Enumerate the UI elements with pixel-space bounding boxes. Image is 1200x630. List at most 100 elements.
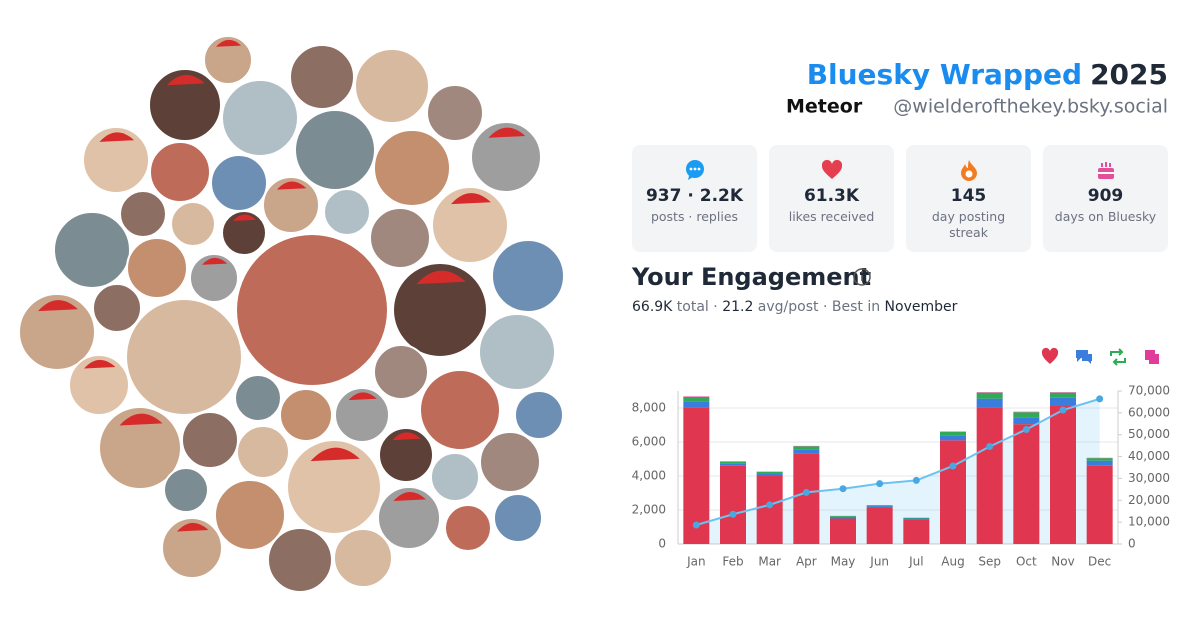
avatar[interactable] [68, 354, 130, 416]
y2-tick-label: 50,000 [1128, 427, 1170, 441]
bar-segment [940, 440, 966, 544]
avatar[interactable] [92, 283, 142, 333]
y2-tick-label: 40,000 [1128, 449, 1170, 463]
avatar[interactable] [478, 313, 556, 391]
avatar[interactable] [373, 129, 451, 207]
legend-icon[interactable] [1041, 347, 1059, 364]
line-point [1096, 395, 1104, 403]
line-point [986, 443, 994, 451]
bar-segment [940, 431, 966, 436]
bar-segment [793, 446, 820, 450]
santa-hat [177, 522, 209, 532]
icon [961, 160, 977, 181]
legend-icon[interactable] [1110, 348, 1126, 366]
y-tick-label: 2,000 [632, 503, 666, 517]
bar-segment [976, 392, 1003, 393]
avatar[interactable] [373, 344, 429, 400]
avatar[interactable] [479, 431, 541, 493]
avatar[interactable] [236, 425, 290, 479]
avatar[interactable] [470, 121, 542, 193]
avatar[interactable] [514, 390, 564, 440]
avatar[interactable] [161, 517, 223, 579]
avatar[interactable] [378, 427, 434, 483]
avatar[interactable] [354, 48, 430, 124]
avatar[interactable] [234, 374, 282, 422]
avatar[interactable] [163, 467, 209, 513]
x-tick-label: Jun [869, 555, 889, 569]
avatar[interactable] [289, 44, 355, 110]
avatar[interactable] [148, 68, 222, 142]
stat-label: likes received [788, 209, 875, 224]
avatar[interactable] [18, 293, 96, 371]
avatar[interactable] [181, 411, 239, 469]
santa-hat [451, 193, 491, 205]
avatar[interactable] [170, 201, 216, 247]
avatar[interactable] [369, 207, 431, 269]
avatar[interactable] [430, 452, 480, 502]
avatar[interactable] [426, 84, 484, 142]
line-point [802, 488, 810, 496]
stat-card: 61.3K likes received [769, 145, 894, 252]
engagement-summary: 66.9K total · 21.2 avg/post · Best in No… [632, 299, 958, 315]
bar-segment [903, 519, 930, 544]
avatar[interactable] [82, 126, 150, 194]
avatar[interactable] [279, 388, 333, 442]
avatar[interactable] [221, 79, 299, 157]
legend-icon[interactable] [1145, 350, 1159, 364]
bar-segment [683, 407, 710, 544]
bar-segment [1086, 458, 1113, 461]
avatar[interactable] [125, 298, 243, 416]
bar-segment [720, 461, 746, 464]
title: Bluesky Wrapped 2025 [807, 58, 1168, 91]
avatar[interactable] [419, 369, 501, 451]
bar-segment [976, 407, 1003, 544]
summary-part: November [885, 299, 958, 315]
stat-value: 937 · 2.2K [645, 186, 744, 206]
avatar[interactable] [491, 239, 565, 313]
avatar[interactable] [203, 35, 253, 85]
stat-value: 61.3K [803, 186, 860, 206]
avatar[interactable] [235, 233, 389, 387]
avatar[interactable] [149, 141, 211, 203]
line [696, 397, 1100, 526]
avatar[interactable] [262, 176, 320, 234]
avatar[interactable] [444, 504, 492, 552]
line-point [1059, 406, 1067, 414]
avatar[interactable] [334, 387, 390, 443]
y-tick-label: 6,000 [632, 435, 666, 449]
avatar[interactable] [286, 439, 382, 535]
info-icon[interactable] [853, 268, 871, 286]
bar-segment [830, 516, 856, 519]
avatar[interactable] [98, 406, 182, 490]
avatar[interactable] [267, 527, 333, 593]
bar-segment [866, 507, 893, 544]
bar-segment [866, 505, 893, 507]
bar-segment [1013, 417, 1040, 425]
stat-label: posts · replies [650, 209, 739, 224]
avatar[interactable] [210, 154, 268, 212]
bar-segment [976, 398, 1003, 408]
avatar[interactable] [189, 253, 239, 303]
bar-segment [903, 517, 930, 519]
avatar[interactable] [221, 210, 267, 256]
bar-segment [830, 515, 856, 517]
avatar[interactable] [323, 188, 371, 236]
legend-icon[interactable] [1076, 350, 1092, 364]
bar-segment [976, 392, 1003, 399]
avatar[interactable] [214, 479, 286, 551]
avatar[interactable] [333, 528, 393, 588]
bar-segment [720, 465, 746, 544]
y2-tick-label: 30,000 [1128, 471, 1170, 485]
avatar[interactable] [377, 486, 441, 550]
title-brand: Bluesky Wrapped [807, 58, 1082, 91]
y-tick-label: 4,000 [632, 469, 666, 483]
avatar[interactable] [493, 493, 543, 543]
avatar[interactable] [119, 190, 167, 238]
avatar[interactable] [431, 186, 509, 264]
bar-segment [756, 471, 783, 474]
avatar[interactable] [392, 262, 488, 358]
avatar[interactable] [53, 211, 131, 289]
avatar[interactable] [126, 237, 188, 299]
line-point [1022, 425, 1030, 433]
avatar[interactable] [294, 109, 376, 191]
